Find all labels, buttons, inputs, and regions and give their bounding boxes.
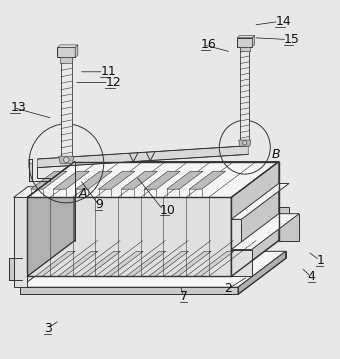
Circle shape: [64, 157, 69, 163]
Bar: [29, 163, 32, 181]
Polygon shape: [237, 36, 255, 38]
Polygon shape: [149, 251, 189, 276]
Polygon shape: [239, 140, 251, 146]
Polygon shape: [231, 183, 289, 219]
Polygon shape: [35, 251, 75, 276]
Polygon shape: [189, 171, 225, 189]
Bar: [61, 57, 72, 158]
Polygon shape: [194, 251, 234, 276]
Text: B: B: [272, 148, 280, 161]
Polygon shape: [144, 171, 180, 189]
Text: 2: 2: [224, 283, 232, 295]
Polygon shape: [53, 171, 89, 189]
Polygon shape: [252, 36, 255, 47]
Polygon shape: [126, 251, 166, 276]
Polygon shape: [20, 287, 238, 294]
Bar: [240, 47, 250, 51]
Polygon shape: [81, 251, 121, 276]
Circle shape: [243, 141, 247, 145]
Text: 7: 7: [180, 290, 188, 303]
Polygon shape: [103, 251, 143, 276]
Polygon shape: [75, 45, 78, 57]
Polygon shape: [238, 251, 286, 294]
Polygon shape: [27, 162, 279, 197]
Bar: [57, 47, 75, 57]
Text: 15: 15: [284, 33, 300, 46]
Polygon shape: [58, 251, 98, 276]
Text: A: A: [78, 187, 87, 200]
Polygon shape: [167, 171, 203, 189]
Polygon shape: [121, 171, 157, 189]
Text: 1: 1: [316, 254, 324, 267]
Polygon shape: [279, 207, 289, 241]
Polygon shape: [231, 219, 241, 276]
Polygon shape: [20, 251, 286, 287]
Polygon shape: [31, 171, 67, 189]
Polygon shape: [231, 162, 279, 276]
Text: 12: 12: [105, 76, 121, 89]
Text: 14: 14: [275, 15, 291, 28]
Polygon shape: [37, 146, 248, 168]
Polygon shape: [231, 250, 252, 276]
Text: 10: 10: [160, 204, 176, 216]
Polygon shape: [14, 197, 27, 287]
Text: 13: 13: [10, 101, 26, 114]
Text: 4: 4: [308, 270, 316, 283]
Polygon shape: [231, 214, 299, 250]
Polygon shape: [14, 187, 41, 197]
Polygon shape: [76, 171, 112, 189]
Text: 3: 3: [44, 322, 52, 335]
Polygon shape: [99, 171, 135, 189]
Text: 11: 11: [100, 65, 116, 78]
Bar: [237, 38, 252, 47]
Text: 9: 9: [95, 198, 103, 211]
Polygon shape: [59, 156, 74, 163]
Bar: [8, 258, 14, 280]
Bar: [60, 57, 72, 63]
Polygon shape: [27, 197, 231, 276]
Polygon shape: [279, 214, 299, 241]
Polygon shape: [57, 45, 78, 47]
Polygon shape: [20, 258, 286, 294]
Bar: [240, 47, 249, 142]
Polygon shape: [171, 251, 211, 276]
Polygon shape: [27, 162, 75, 276]
Text: 16: 16: [201, 38, 216, 51]
